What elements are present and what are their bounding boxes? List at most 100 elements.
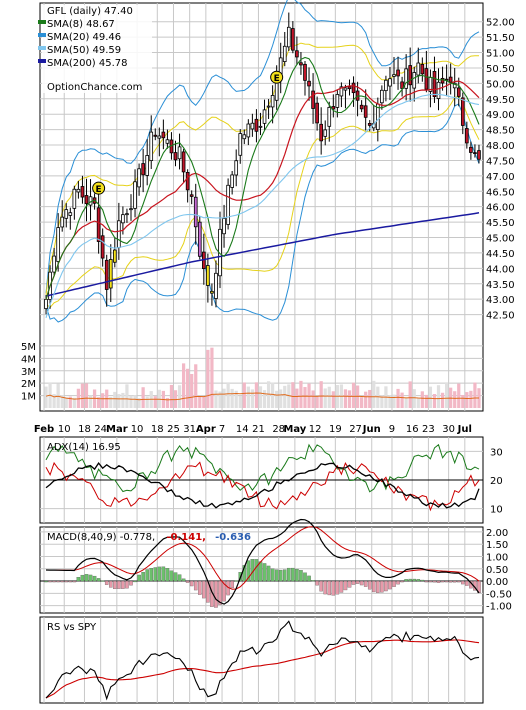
volume-bar: [404, 397, 408, 408]
candle-body: [465, 128, 469, 144]
x-axis-label: 30: [442, 424, 455, 435]
macd-histogram-bar: [266, 565, 271, 582]
candle-body: [359, 104, 364, 110]
candle-body: [327, 107, 332, 127]
macd-histogram-bar: [359, 580, 364, 586]
price-tick-label: 50.00: [486, 79, 515, 90]
x-axis-label: 9: [389, 424, 395, 435]
volume-bar: [202, 396, 206, 408]
sma200-line: [45, 212, 480, 297]
adx-label: ADX(14) 16.95: [47, 442, 121, 453]
macd-histogram-bar: [52, 580, 56, 583]
volume-bar: [97, 397, 101, 408]
price-tick-label: 43.00: [486, 295, 515, 306]
macd-histogram-bar: [246, 560, 251, 582]
macd-histogram-bar: [230, 580, 234, 589]
volume-bar: [88, 395, 93, 408]
volume-bar: [84, 383, 89, 408]
candle-body: [84, 195, 89, 205]
x-axis-label: Mar: [106, 424, 128, 435]
volume-bar: [469, 390, 473, 408]
macd-histogram-bar: [117, 580, 121, 589]
candle-body: [367, 123, 372, 126]
volume-bar: [181, 363, 186, 408]
x-axis-label: 25: [167, 424, 180, 435]
macd-hist-text: -0.636: [215, 532, 251, 543]
macd-histogram-bar: [80, 574, 85, 582]
macd-histogram-bar: [169, 570, 174, 582]
macd-tick-label: 0.50: [486, 565, 508, 576]
candle-body: [351, 82, 356, 94]
volume-bar: [72, 397, 76, 408]
candle-body: [254, 118, 259, 132]
candle-body: [76, 188, 81, 193]
candle-body: [121, 214, 125, 224]
volume-bar: [246, 386, 250, 408]
volume-bar: [76, 388, 81, 408]
candle-body: [432, 71, 437, 98]
volume-bar: [432, 394, 437, 408]
volume-bar: [347, 390, 352, 408]
volume-bar: [331, 391, 335, 408]
sma50-line: [45, 93, 480, 319]
volume-bar: [141, 387, 145, 408]
price-tick-label: 47.50: [486, 156, 515, 167]
macd-histogram-bar: [189, 580, 194, 587]
volume-bar: [80, 383, 85, 408]
macd-histogram-bar: [315, 580, 319, 586]
macd-histogram-bar: [141, 571, 145, 582]
macd-histogram-bar: [121, 580, 125, 589]
macd-histogram-bar: [428, 580, 433, 583]
adx-minus-di-line: [45, 461, 480, 512]
macd-histogram-bar: [372, 580, 376, 593]
x-axis-label: 7: [219, 424, 225, 435]
macd-histogram-bar: [165, 568, 170, 582]
candle-body: [68, 212, 73, 216]
price-tick-label: 49.00: [486, 110, 515, 121]
volume-tick-label: 3M: [21, 367, 36, 378]
macd-histogram-bar: [88, 574, 93, 582]
candle-body: [44, 298, 48, 310]
macd-histogram-bar: [202, 580, 206, 599]
candle-body: [161, 131, 166, 139]
candle-body: [214, 272, 218, 299]
macd-histogram-bar: [274, 569, 279, 582]
candle-body: [380, 89, 384, 104]
adx-tick-label: 30: [490, 447, 503, 458]
macd-histogram-bar: [367, 580, 372, 590]
volume-bar: [440, 392, 445, 408]
x-axis-label: 27: [349, 424, 362, 435]
volume-bar: [420, 391, 424, 408]
adx-tick-label: 10: [490, 505, 503, 516]
macd-histogram-bar: [104, 580, 109, 585]
x-axis-label: 16: [406, 424, 419, 435]
macd-histogram-bar: [258, 561, 263, 582]
macd-histogram-bar: [303, 572, 307, 582]
macd-histogram-bar: [343, 580, 348, 591]
volume-tick-label: 1M: [21, 392, 36, 403]
volume-bar: [64, 397, 68, 408]
candle-body: [436, 81, 441, 99]
x-axis-label: 18: [78, 424, 91, 435]
candle-body: [303, 63, 307, 81]
macd-histogram-bar: [424, 580, 429, 583]
candle-body: [408, 65, 413, 86]
volume-bar: [388, 395, 392, 408]
volume-bar: [177, 385, 182, 408]
macd-histogram-bar: [291, 567, 295, 582]
earnings-marker-label: E: [274, 74, 280, 84]
candle-body: [286, 26, 291, 48]
macd-histogram-bar: [157, 566, 162, 582]
macd-histogram-bar: [392, 580, 396, 587]
candle-body: [100, 235, 105, 259]
price-tick-label: 45.00: [486, 234, 515, 245]
candle-body: [400, 81, 404, 89]
price-tick-label: 48.50: [486, 126, 515, 137]
macd-histogram-bar: [444, 580, 449, 583]
candle-body: [404, 68, 408, 89]
price-tick-label: 51.50: [486, 33, 515, 44]
price-tick-label: 44.00: [486, 264, 515, 275]
volume-bar: [291, 382, 295, 408]
candle-body: [456, 87, 461, 97]
